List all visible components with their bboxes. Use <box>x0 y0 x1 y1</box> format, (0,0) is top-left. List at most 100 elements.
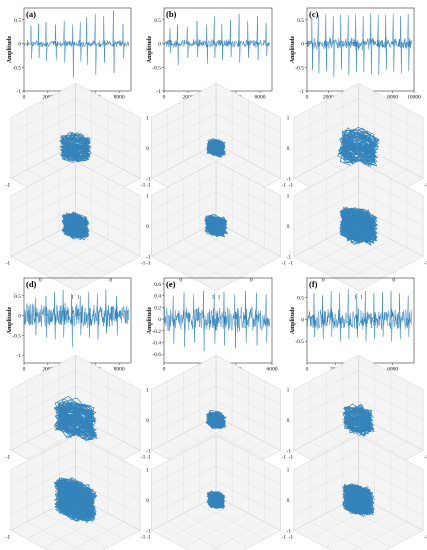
grid-line <box>10 191 76 227</box>
grid-line <box>10 530 49 550</box>
grid-line <box>151 450 217 485</box>
grid-line <box>215 355 281 390</box>
phase-y-tick: 1 <box>77 295 80 301</box>
grid-line <box>358 176 424 211</box>
y-tick-label: 0.5 <box>14 18 21 24</box>
y-tick-label: -1 <box>156 89 161 95</box>
phase-y-tick: -1 <box>141 260 146 266</box>
grid-line <box>10 161 76 196</box>
phase-x-tick: -1 <box>6 182 11 188</box>
phase-x-tick: 1 <box>212 295 215 301</box>
grid-line <box>10 435 76 470</box>
grid-line <box>151 191 217 227</box>
grid-line <box>342 247 408 283</box>
grid-line <box>151 176 217 211</box>
grid-line <box>151 370 217 405</box>
phase-z-tick: -1 <box>287 254 292 260</box>
y-tick-label: 0.6 <box>154 282 161 288</box>
phase-trajectory <box>53 477 98 524</box>
panel-label: (e) <box>166 279 176 289</box>
y-tick-label: 0.5 <box>297 296 304 302</box>
panel-c: 02000400060008000100000.50-0.5-1SampleAm… <box>289 7 427 301</box>
x-tick-label: 2000 <box>42 95 53 101</box>
grid-line <box>102 530 141 550</box>
grid-line <box>10 113 76 149</box>
y-tick-label: 0 <box>158 42 161 48</box>
x-tick-label: 6000 <box>267 367 278 373</box>
grid-line <box>293 256 359 291</box>
grid-line <box>75 98 141 133</box>
grid-line <box>293 98 359 133</box>
phase-z-tick: 1 <box>146 116 149 122</box>
x-tick-label: 0 <box>306 367 309 373</box>
panel-d: 020004000600080000.50-0.5-1SampleAmplitu… <box>6 277 151 550</box>
x-tick-label: 0 <box>163 95 166 101</box>
phase-z-tick: 1 <box>287 468 290 474</box>
grid-line <box>293 176 359 211</box>
phase-trajectory <box>205 410 227 430</box>
y-tick-label: 0.5 <box>14 294 21 300</box>
phase-z-tick: 0 <box>287 418 290 424</box>
phase-trajectory <box>338 206 379 246</box>
x-tick-label: 2000 <box>323 95 334 101</box>
grid-line <box>358 256 424 291</box>
grid-line <box>243 530 281 550</box>
grid-line <box>358 191 424 227</box>
grid-line <box>358 83 424 118</box>
phase-z-tick: -1 <box>287 176 292 182</box>
grid-line <box>358 113 424 149</box>
x-tick-label: 0 <box>163 367 166 373</box>
grid-line <box>10 176 76 211</box>
y-tick-label: 0.4 <box>154 294 161 300</box>
phase-z-tick: -1 <box>146 448 151 454</box>
phase-y-tick: -1 <box>424 260 427 266</box>
phase-y-tick: -1 <box>281 454 286 460</box>
y-tick-label: -0.4 <box>152 340 161 346</box>
phase-y-tick: -1 <box>141 534 146 540</box>
phase-y-tick: 0 <box>392 278 395 284</box>
grid-line <box>70 521 125 550</box>
x-tick-label: 8000 <box>387 95 398 101</box>
grid-line <box>151 465 217 501</box>
y-tick-label: 0 <box>158 317 161 323</box>
phase-z-tick: -1 <box>287 528 292 534</box>
phase-x-tick: -1 <box>289 182 294 188</box>
grid-line <box>75 256 141 291</box>
panel-label: (a) <box>26 9 36 19</box>
phase-x-tick: -1 <box>289 454 294 460</box>
grid-line <box>183 513 249 548</box>
grid-line <box>215 191 281 227</box>
phase-x-tick: -1 <box>6 534 11 540</box>
grid-line <box>43 239 108 274</box>
phase-trajectory <box>61 211 90 241</box>
y-tick-label: 0 <box>18 42 21 48</box>
grid-line <box>151 256 217 291</box>
phase-z-tick: 1 <box>287 116 290 122</box>
y-axis-label: Amplitude <box>7 306 13 334</box>
panel-f: 02000400060000.50-0.5SampleAmplitude(f)-… <box>289 277 427 550</box>
grid-line <box>358 465 424 501</box>
grid-line <box>293 191 359 227</box>
grid-line <box>10 83 76 118</box>
grid-line <box>199 247 265 283</box>
grid-line <box>309 247 375 283</box>
y-tick-label: 0.5 <box>154 18 161 24</box>
phase-trajectory <box>337 126 380 169</box>
phase-x-tick: -1 <box>6 260 11 266</box>
grid-line <box>385 530 424 550</box>
grid-line <box>75 161 141 196</box>
grid-line <box>167 521 222 550</box>
y-tick-label: -0.5 <box>12 65 21 71</box>
x-tick-label: 2000 <box>183 95 194 101</box>
phase-z-tick: 0 <box>287 498 290 504</box>
panel-label: (b) <box>166 9 177 19</box>
phase-y-tick: -1 <box>424 182 427 188</box>
grid-line <box>10 98 76 133</box>
grid-line <box>75 385 141 421</box>
phase-y-tick: -1 <box>141 182 146 188</box>
grid-line <box>215 83 281 118</box>
grid-line <box>10 450 76 485</box>
